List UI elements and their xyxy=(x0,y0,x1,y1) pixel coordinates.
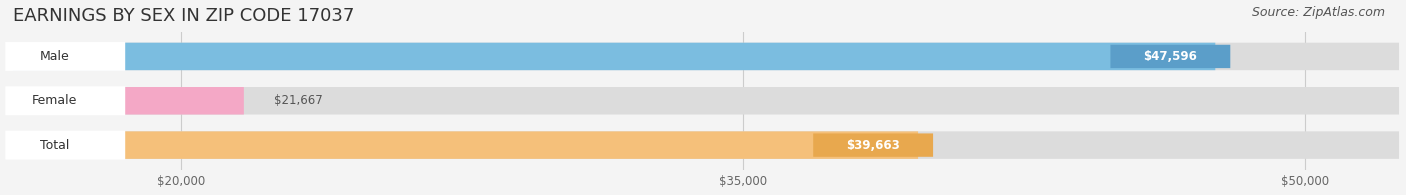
Text: $21,667: $21,667 xyxy=(274,94,322,107)
FancyBboxPatch shape xyxy=(813,133,934,157)
Text: EARNINGS BY SEX IN ZIP CODE 17037: EARNINGS BY SEX IN ZIP CODE 17037 xyxy=(13,7,354,25)
Text: $47,596: $47,596 xyxy=(1143,50,1198,63)
Text: Male: Male xyxy=(39,50,70,63)
Text: Source: ZipAtlas.com: Source: ZipAtlas.com xyxy=(1251,6,1385,19)
Text: $39,663: $39,663 xyxy=(846,139,900,152)
Text: Female: Female xyxy=(32,94,77,107)
FancyBboxPatch shape xyxy=(13,131,918,159)
FancyBboxPatch shape xyxy=(13,131,1399,159)
FancyBboxPatch shape xyxy=(13,43,1399,70)
FancyBboxPatch shape xyxy=(6,42,125,71)
Text: Total: Total xyxy=(41,139,69,152)
FancyBboxPatch shape xyxy=(1111,45,1230,68)
FancyBboxPatch shape xyxy=(6,86,125,115)
FancyBboxPatch shape xyxy=(13,43,1215,70)
FancyBboxPatch shape xyxy=(6,131,125,160)
FancyBboxPatch shape xyxy=(13,87,243,114)
FancyBboxPatch shape xyxy=(13,87,1399,114)
